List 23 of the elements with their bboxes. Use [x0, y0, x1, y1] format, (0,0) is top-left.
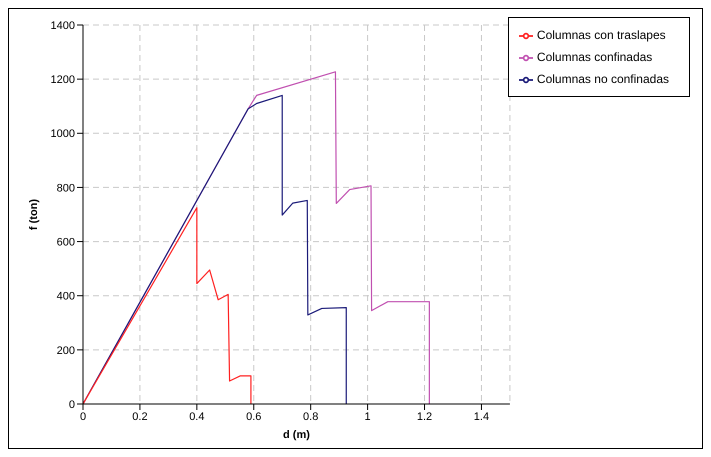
x-tick-label: 0 — [80, 410, 86, 423]
y-tick-label: 1000 — [50, 128, 75, 140]
legend-label: Columnas no confinadas — [536, 72, 669, 86]
x-tick-label: 1.2 — [416, 410, 432, 423]
line-series — [83, 207, 252, 404]
legend-label: Columnas con traslapes — [536, 28, 666, 42]
y-axis-title: f (ton) — [28, 198, 40, 230]
line-series — [83, 94, 347, 404]
x-tick-label: 1.4 — [474, 410, 490, 423]
y-tick-label: 600 — [56, 236, 75, 248]
y-tick-label: 400 — [56, 290, 75, 303]
x-tick-label: 0.8 — [303, 410, 318, 423]
x-tick-label: 0.4 — [189, 410, 204, 423]
x-tick-label: 0.6 — [246, 410, 262, 423]
x-tick-label: 1 — [364, 410, 371, 423]
y-tick-label: 0 — [68, 398, 75, 411]
x-tick-label: 0.2 — [132, 410, 148, 423]
legend-label: Columnas confinadas — [536, 50, 652, 64]
y-tick-label: 200 — [56, 344, 75, 357]
y-tick-label: 800 — [56, 182, 75, 194]
y-tick-label: 1200 — [50, 74, 75, 86]
x-axis-title: d (m) — [283, 429, 310, 441]
y-tick-label: 1400 — [50, 20, 75, 32]
